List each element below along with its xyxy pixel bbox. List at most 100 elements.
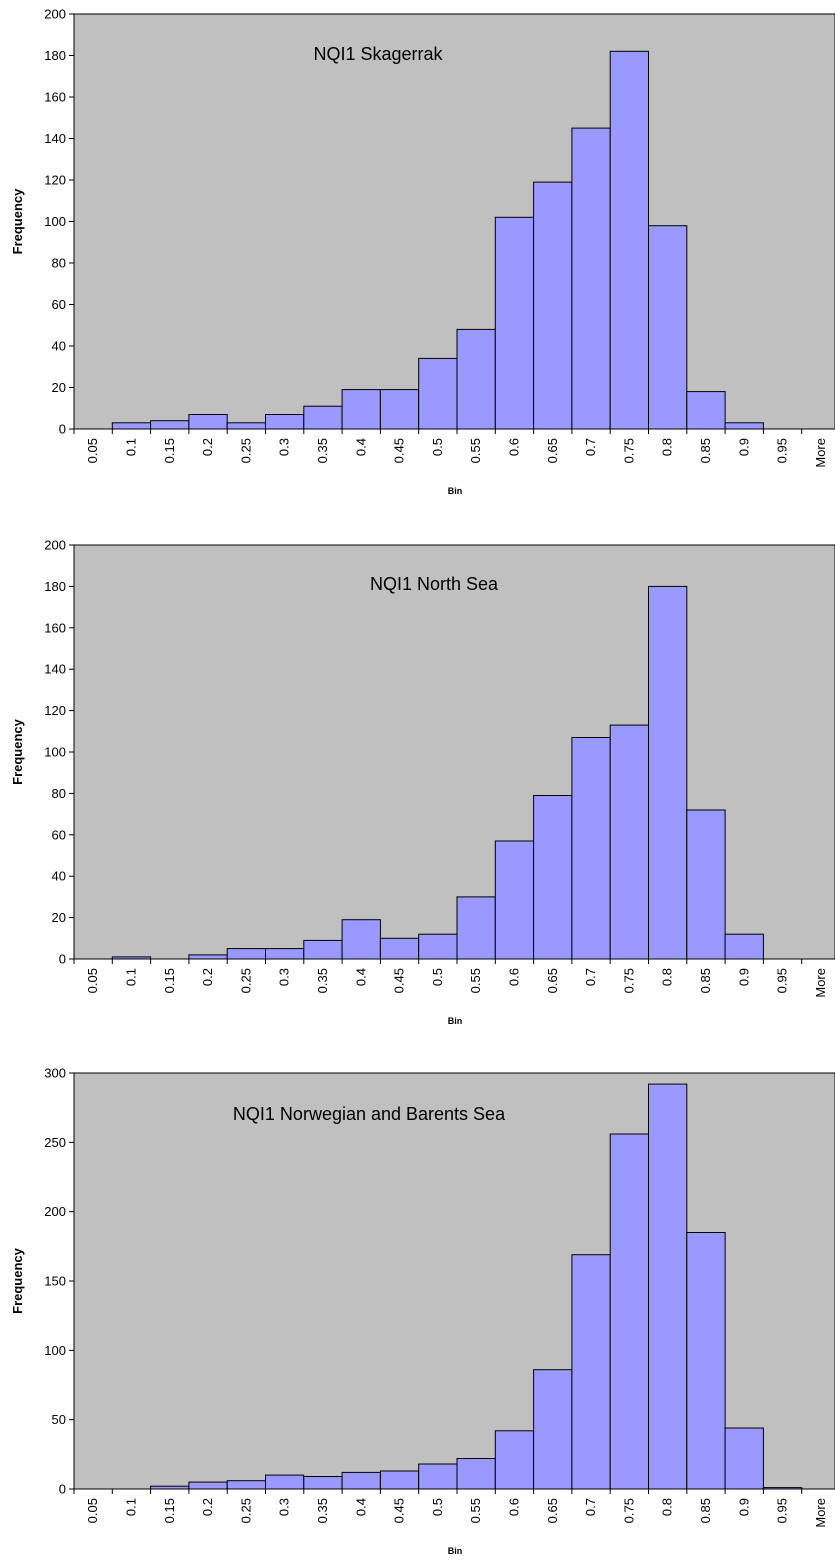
x-tick-label: 0.75 [621, 1498, 636, 1523]
y-axis-title: Frequency [10, 718, 25, 785]
x-tick-label: 0.05 [85, 438, 100, 463]
y-tick-label: 100 [44, 745, 66, 760]
x-tick-label: 0.35 [315, 968, 330, 993]
bar-0.35 [303, 939, 343, 960]
x-tick-label: 0.65 [545, 968, 560, 993]
bar-0.6 [494, 1430, 535, 1490]
bar-0.65 [533, 795, 573, 960]
bar-0.6 [494, 216, 535, 430]
x-tick-label: 0.65 [545, 438, 560, 463]
x-tick-label: 0.8 [660, 438, 675, 456]
bar-0.9 [724, 933, 764, 960]
bar-0.4 [341, 389, 381, 430]
bar-0.75 [609, 724, 650, 960]
x-tick-label: 0.25 [238, 1498, 253, 1523]
x-tick-label: 0.65 [545, 1498, 560, 1523]
bar-0.8 [648, 1083, 688, 1490]
y-tick-label: 0 [59, 952, 66, 967]
y-tick-label: 60 [52, 297, 66, 312]
x-tick-label: 0.2 [200, 438, 215, 456]
histogram-chart-1: 0 20 40 60 80 100 120 140 160 180 200 0.05 0.1 0.15 0.… [10, 7, 835, 496]
x-tick-label: 0.85 [698, 1498, 713, 1523]
x-tick-label: More [813, 438, 828, 468]
bar-0.35 [303, 1476, 343, 1490]
bar-0.3 [265, 948, 305, 960]
y-tick-label: 50 [52, 1412, 66, 1427]
x-tick-label: 0.4 [353, 1498, 368, 1516]
bar-0.35 [303, 405, 343, 430]
bar-0.7 [571, 1254, 611, 1490]
bar-0.15 [150, 420, 190, 430]
bar-0.8 [648, 225, 688, 430]
chart-title: NQI1 North Sea [370, 574, 499, 594]
x-tick-label: 0.05 [85, 1498, 100, 1523]
y-tick-label: 0 [59, 1482, 66, 1497]
x-tick-label: 0.9 [736, 968, 751, 986]
y-axis-title: Frequency [10, 188, 25, 255]
bar-0.3 [265, 414, 305, 430]
bar-0.5 [418, 357, 458, 430]
bar-0.85 [686, 391, 726, 430]
bar-0.55 [456, 328, 496, 430]
bar-0.2 [188, 414, 228, 430]
bar-0.9 [724, 422, 764, 430]
bar-0.3 [265, 1474, 305, 1490]
x-tick-label: 0.1 [123, 438, 138, 456]
y-tick-label: 200 [44, 7, 66, 22]
x-tick-label: 0.95 [775, 438, 790, 463]
x-tick-label: 0.5 [430, 1498, 445, 1516]
x-tick-label: 0.4 [353, 968, 368, 986]
bar-0.25 [226, 1480, 266, 1490]
y-tick-label: 40 [52, 869, 66, 884]
x-tick-label: 0.6 [506, 968, 521, 986]
bar-0.25 [226, 422, 266, 430]
y-tick-label: 140 [44, 131, 66, 146]
x-tick-label: More [813, 1498, 828, 1528]
x-tick-label: 0.3 [277, 968, 292, 986]
bar-0.4 [341, 1471, 381, 1490]
y-tick-label: 20 [52, 380, 66, 395]
x-tick-label: 0.55 [468, 1498, 483, 1523]
x-tick-label: 0.9 [736, 438, 751, 456]
y-tick-label: 160 [44, 620, 66, 635]
x-tick-label: 0.85 [698, 968, 713, 993]
bar-0.4 [341, 919, 381, 960]
x-tick-label: 0.6 [506, 438, 521, 456]
x-tick-label: 0.2 [200, 968, 215, 986]
x-axis-title: Bin [448, 1546, 463, 1556]
bar-0.6 [494, 840, 535, 960]
y-tick-label: 100 [44, 1343, 66, 1358]
y-tick-label: 20 [52, 910, 66, 925]
x-tick-label: 0.7 [583, 438, 598, 456]
y-tick-label: 150 [44, 1274, 66, 1289]
x-tick-label: 0.45 [392, 968, 407, 993]
chart-title: NQI1 Skagerrak [313, 44, 443, 64]
x-axis-title: Bin [448, 1016, 463, 1026]
x-tick-label: 0.25 [238, 438, 253, 463]
x-tick-label: 0.55 [468, 968, 483, 993]
x-tick-label: 0.45 [392, 438, 407, 463]
x-tick-label: 0.35 [315, 438, 330, 463]
x-tick-label: 0.95 [775, 1498, 790, 1523]
x-tick-label: More [813, 968, 828, 998]
y-tick-label: 250 [44, 1135, 66, 1150]
bar-0.55 [456, 896, 496, 960]
x-tick-label: 0.6 [506, 1498, 521, 1516]
x-tick-label: 0.35 [315, 1498, 330, 1523]
x-tick-label: 0.75 [621, 968, 636, 993]
x-tick-label: 0.3 [277, 438, 292, 456]
bar-0.25 [226, 948, 266, 960]
y-tick-label: 120 [44, 703, 66, 718]
bar-0.9 [724, 1427, 764, 1490]
x-tick-label: 0.1 [123, 968, 138, 986]
bar-0.75 [609, 1133, 650, 1490]
x-tick-label: 0.75 [621, 438, 636, 463]
x-axis-title: Bin [448, 486, 463, 496]
y-tick-label: 200 [44, 1204, 66, 1219]
bar-0.5 [418, 1463, 458, 1490]
x-tick-label: 0.3 [277, 1498, 292, 1516]
bar-0.45 [379, 1470, 420, 1490]
bar-0.85 [686, 1232, 726, 1490]
x-tick-label: 0.15 [162, 1498, 177, 1523]
